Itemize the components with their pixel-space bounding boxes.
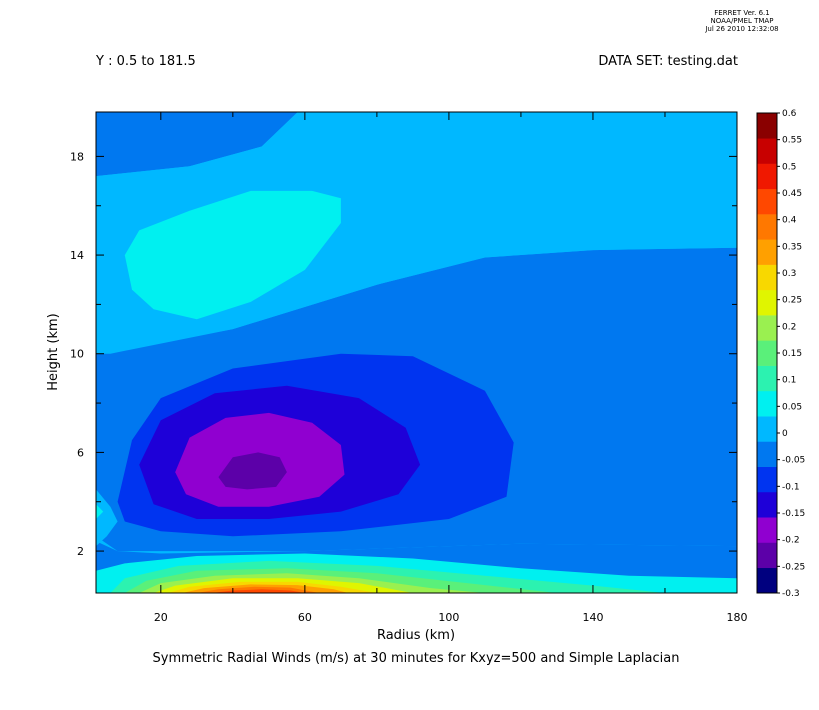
y-tick-label: 14 bbox=[70, 249, 84, 262]
colorbar-swatch bbox=[757, 214, 777, 240]
colorbar-swatch bbox=[757, 466, 777, 493]
colorbar-label: 0.25 bbox=[782, 296, 802, 306]
colorbar-swatch bbox=[757, 188, 777, 215]
colorbar-label: 0.1 bbox=[782, 376, 796, 386]
colorbar-label: 0.2 bbox=[782, 322, 796, 332]
colorbar-label: -0.2 bbox=[782, 536, 800, 546]
contour-upper-cyan-blob bbox=[124, 190, 341, 320]
colorbar-label: -0.1 bbox=[782, 482, 800, 492]
x-tick-label: 20 bbox=[154, 611, 168, 624]
colorbar-swatch bbox=[757, 491, 777, 518]
stamp-line-3: Jul 26 2010 12:32:08 bbox=[704, 25, 778, 33]
colorbar-swatch bbox=[757, 390, 777, 417]
colorbar-swatch bbox=[757, 113, 777, 139]
contour-left-edge-cyan bbox=[96, 504, 104, 519]
colorbar-swatch bbox=[757, 163, 777, 190]
colorbar-label: 0.05 bbox=[782, 402, 802, 412]
colorbar-swatch bbox=[757, 239, 777, 265]
stamp-line-1: FERRET Ver. 6.1 bbox=[714, 9, 769, 17]
colorbar-swatch bbox=[757, 517, 777, 543]
colorbar-label: -0.05 bbox=[782, 456, 805, 466]
plot-frame bbox=[95, 111, 738, 594]
colorbar-label: 0.4 bbox=[782, 216, 797, 226]
y-range-label: Y : 0.5 to 181.5 bbox=[95, 54, 196, 69]
y-axis-label: Height (km) bbox=[46, 313, 61, 390]
colorbar: -0.3 -0.25 -0.2 -0.15 -0.1 -0.05 0 0.05 0.1 0.15 0… bbox=[756, 109, 805, 599]
chart-title: Symmetric Radial Winds (m/s) at 30 minut… bbox=[153, 651, 680, 666]
x-axis-ticks: 20 60 100 140 180 bbox=[154, 112, 748, 624]
colorbar-swatch bbox=[757, 441, 777, 467]
colorbar-label: -0.15 bbox=[782, 509, 805, 519]
dataset-label: DATA SET: testing.dat bbox=[598, 54, 738, 69]
x-axis-label: Radius (km) bbox=[377, 628, 455, 643]
colorbar-swatch bbox=[757, 289, 777, 316]
colorbar-label: 0.35 bbox=[782, 242, 802, 252]
colorbar-swatch bbox=[757, 542, 777, 569]
y-tick-label: 2 bbox=[77, 545, 84, 558]
y-tick-label: 6 bbox=[77, 446, 84, 459]
stamp-line-2: NOAA/PMEL TMAP bbox=[711, 17, 774, 25]
colorbar-label: 0.55 bbox=[782, 136, 802, 146]
y-tick-label: 10 bbox=[70, 348, 84, 361]
colorbar-swatch bbox=[757, 567, 777, 594]
colorbar-label: 0.6 bbox=[782, 109, 797, 119]
colorbar-swatch bbox=[757, 340, 777, 366]
y-tick-label: 18 bbox=[70, 150, 84, 163]
colorbar-label: -0.3 bbox=[782, 589, 800, 599]
colorbar-label: -0.25 bbox=[782, 562, 805, 572]
colorbar-swatch bbox=[757, 416, 777, 442]
y-axis-ticks: 2 6 10 14 18 bbox=[70, 150, 737, 558]
contour-core-deep-violet bbox=[218, 452, 287, 490]
colorbar-label: 0.5 bbox=[782, 162, 796, 172]
colorbar-swatch bbox=[757, 315, 777, 341]
x-tick-label: 140 bbox=[582, 611, 603, 624]
colorbar-label: 0 bbox=[782, 429, 788, 439]
x-tick-label: 60 bbox=[298, 611, 312, 624]
colorbar-swatch bbox=[757, 264, 777, 291]
contour-surface-band-9 bbox=[211, 589, 305, 593]
contour-regions bbox=[96, 112, 737, 593]
colorbar-swatch bbox=[757, 365, 777, 392]
colorbar-swatch bbox=[757, 138, 777, 164]
contour-left-edge-patch bbox=[96, 489, 118, 547]
x-tick-label: 100 bbox=[438, 611, 459, 624]
colorbar-label: 0.15 bbox=[782, 349, 802, 359]
colorbar-label: 0.45 bbox=[782, 189, 802, 199]
colorbar-label: 0.3 bbox=[782, 269, 796, 279]
x-tick-label: 180 bbox=[727, 611, 748, 624]
